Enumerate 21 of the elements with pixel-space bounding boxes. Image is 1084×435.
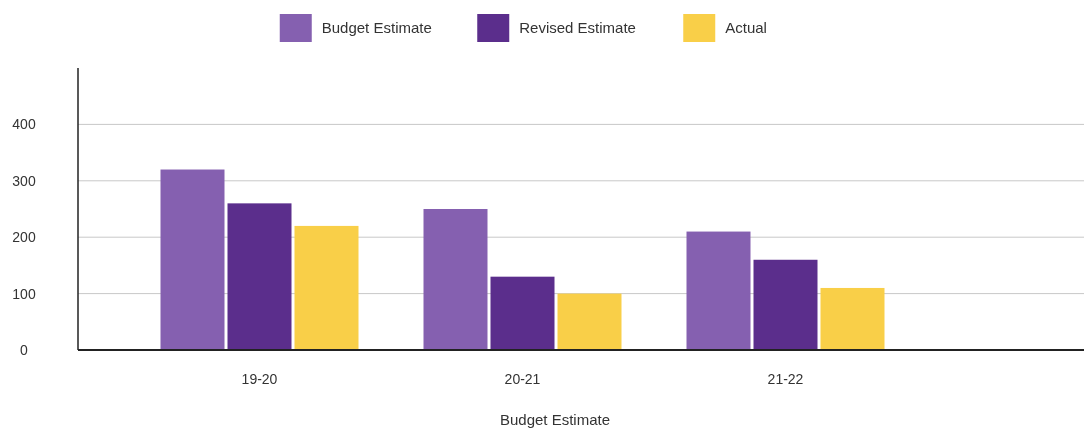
x-tick-label: 21-22 xyxy=(767,371,804,387)
bar xyxy=(686,231,751,350)
legend-label: Actual xyxy=(725,19,767,37)
bar xyxy=(557,293,622,350)
y-tick-label: 200 xyxy=(12,229,36,246)
x-tick-label: 19-20 xyxy=(241,371,278,387)
y-tick-label: 0 xyxy=(20,341,29,358)
legend-label: Revised Estimate xyxy=(519,19,636,37)
bar xyxy=(227,203,292,350)
x-axis-title: Budget Estimate xyxy=(499,411,611,428)
x-tick-label: 20-21 xyxy=(504,371,541,387)
bar xyxy=(753,259,818,350)
bar xyxy=(490,276,555,350)
bar xyxy=(423,209,488,350)
legend-label: Budget Estimate xyxy=(321,19,432,37)
y-tick-label: 300 xyxy=(12,172,36,189)
bar xyxy=(294,225,359,350)
bar xyxy=(820,287,885,350)
bar xyxy=(160,169,225,350)
y-tick-label: 400 xyxy=(12,116,36,133)
y-tick-label: 100 xyxy=(12,285,36,302)
